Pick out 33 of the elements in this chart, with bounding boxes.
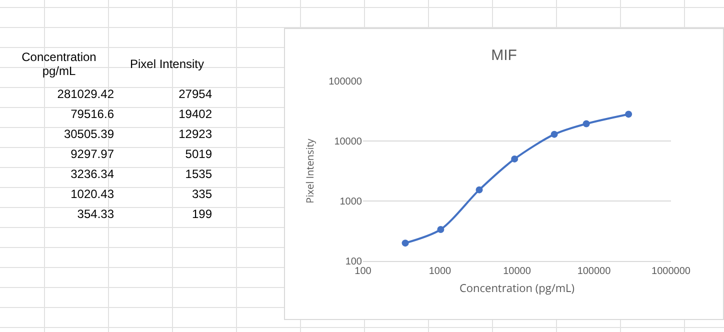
- point: [476, 186, 483, 194]
- text: 27954: [178, 86, 213, 103]
- text: 9297.97: [70, 146, 115, 163]
- point: [625, 110, 632, 118]
- x-tick-label: 100000: [577, 266, 612, 277]
- text: 199: [190, 206, 213, 223]
- x-tick-label: 10000: [503, 266, 532, 277]
- text: 12923: [178, 126, 213, 143]
- text: 30505.39: [62, 126, 115, 143]
- point: [402, 240, 409, 247]
- y-tick-label: 100: [345, 256, 362, 268]
- x-tick-label: 1000000: [652, 266, 691, 277]
- x-axis-title: Concentration (pg/mL): [459, 281, 575, 296]
- text: Pixel Intensity: [128, 56, 206, 73]
- text: 335: [190, 186, 213, 203]
- y-tick-label: 100000: [328, 76, 362, 88]
- point: [550, 130, 558, 138]
- text: 281029.42: [56, 86, 115, 103]
- text: 19402: [178, 106, 213, 123]
- y-tick-label: 10000: [334, 136, 362, 148]
- point: [437, 226, 444, 233]
- chart-title: MIF: [491, 46, 517, 64]
- text: Concentration pg/mL: [20, 49, 98, 80]
- text: 3236.34: [70, 166, 115, 183]
- y-axis-title: Pixel Intensity: [302, 138, 317, 204]
- x-tick-label: 1000: [428, 266, 452, 277]
- text: 79516.6: [70, 106, 115, 123]
- text: 1535: [184, 166, 213, 183]
- x-tick-label: 100: [354, 266, 372, 277]
- text: 5019: [184, 146, 213, 163]
- text: 354.33: [76, 206, 115, 223]
- y-tick-label: 1000: [340, 196, 362, 208]
- text: 1020.43: [70, 186, 115, 203]
